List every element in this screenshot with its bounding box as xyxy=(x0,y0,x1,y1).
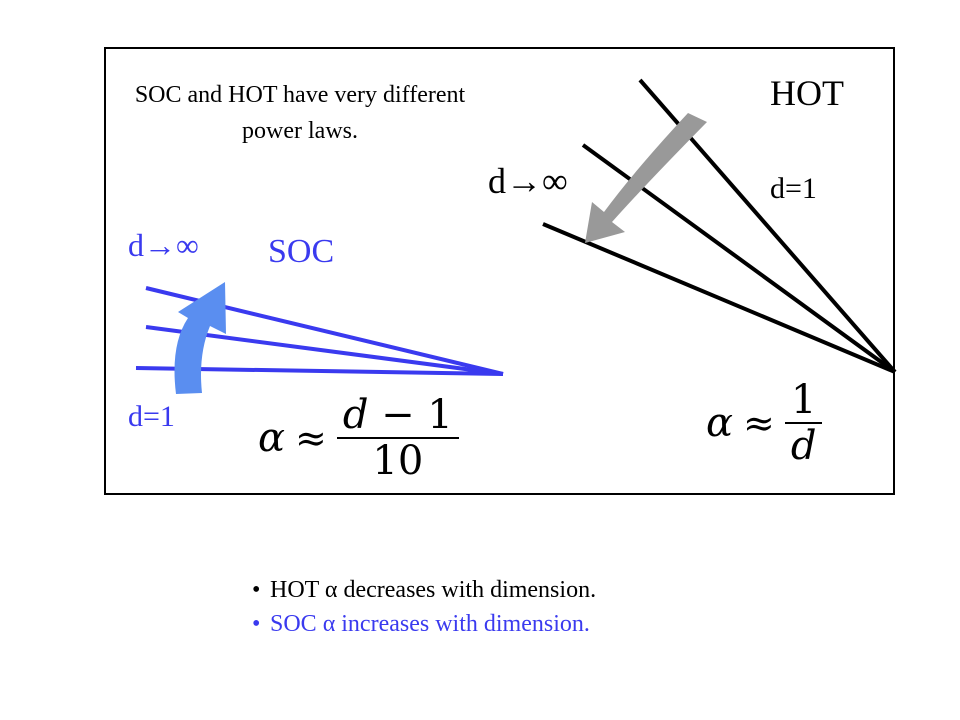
hot-formula-numerator: 1 xyxy=(790,377,817,423)
bullet-text-soc: SOC α increases with dimension. xyxy=(270,611,590,637)
hot-formula-fraction: 1 d xyxy=(784,377,823,468)
soc-formula-denominator: 10 xyxy=(372,438,424,484)
hot-formula-denominator-var: d xyxy=(790,423,817,469)
bullet-dot-icon: • xyxy=(252,577,261,603)
hot-formula-approx: ≈ xyxy=(743,401,775,445)
soc-formula-fraction: d − 1 10 xyxy=(336,393,459,484)
hot-d-infinity-label: d→∞ xyxy=(488,161,568,201)
hot-formula-denominator: d xyxy=(785,424,823,468)
bullet-item-soc: • SOC α increases with dimension. xyxy=(252,607,596,641)
hot-formula-fraction-bar xyxy=(784,422,823,424)
bullet-list: • HOT α decreases with dimension. • SOC … xyxy=(252,573,596,641)
hot-formula: α ≈ 1 d xyxy=(706,377,823,468)
caption: SOC and HOT have very different power la… xyxy=(134,82,466,144)
soc-formula-numerator-rest: − 1 xyxy=(368,392,453,438)
soc-formula-approx: ≈ xyxy=(295,416,327,460)
soc-formula-alpha: α xyxy=(258,415,286,461)
soc-label: SOC xyxy=(268,233,335,270)
hot-line-dinf xyxy=(542,222,896,374)
hot-label: HOT xyxy=(770,73,844,113)
soc-d-infinity-label: d→∞ xyxy=(128,227,199,263)
hot-d-one-label: d=1 xyxy=(770,172,817,205)
diagram-frame xyxy=(104,47,895,495)
hot-formula-alpha: α xyxy=(706,400,734,446)
soc-d-one-label: d=1 xyxy=(128,400,175,433)
soc-arrow-icon xyxy=(174,282,226,394)
soc-formula-numerator: d − 1 xyxy=(337,393,459,437)
soc-formula-fraction-bar xyxy=(336,437,459,439)
bullet-dot-icon: • xyxy=(252,611,261,637)
bullet-text-hot: HOT α decreases with dimension. xyxy=(270,577,597,603)
hot-arrow-icon xyxy=(585,113,707,243)
bullet-item-hot: • HOT α decreases with dimension. xyxy=(252,573,596,607)
soc-formula-numerator-var: d xyxy=(342,392,369,438)
soc-formula: α ≈ d − 1 10 xyxy=(258,393,459,483)
